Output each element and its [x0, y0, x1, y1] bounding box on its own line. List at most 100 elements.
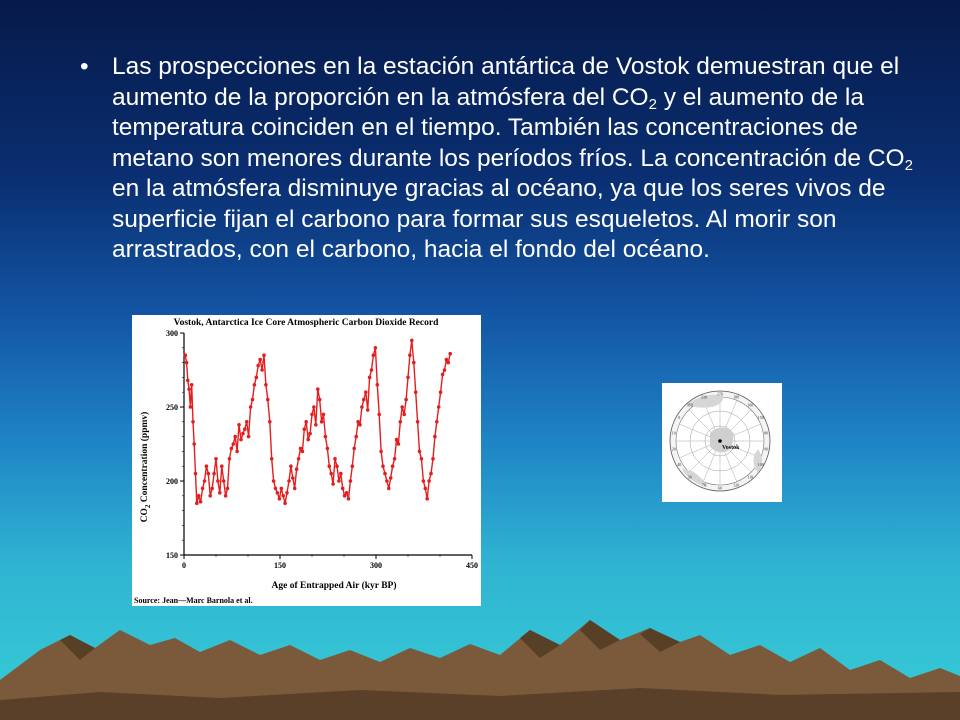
co2-data-point: [294, 467, 299, 471]
co2-data-point: [221, 479, 226, 483]
degree-label: 150: [758, 415, 764, 420]
co2-data-point: [268, 420, 272, 424]
co2-data-point: [252, 383, 257, 387]
co2-series: [183, 338, 453, 505]
co2-data-point: [298, 446, 303, 451]
co2-data-point: [369, 368, 374, 372]
co2-data-point: [239, 437, 243, 442]
co2-data-point: [317, 397, 322, 402]
co2-data-point: [225, 486, 230, 491]
co2-data-point: [275, 491, 280, 495]
degree-label: 100: [758, 462, 764, 467]
co2-data-point: [354, 434, 358, 439]
co2-data-point: [435, 420, 439, 424]
co2-data-point: [325, 446, 330, 451]
x-ticks: 0 150 300 450: [182, 555, 478, 570]
co2-data-point: [333, 457, 337, 461]
y-ticks: 150 200 250 300: [166, 329, 184, 560]
chart-source: Source: Jean—Marc Barnola et al.: [134, 596, 253, 605]
co2-data-point: [323, 434, 328, 439]
co2-data-point: [436, 405, 441, 409]
co2-data-point: [193, 471, 198, 476]
co2-data-point: [429, 471, 433, 476]
co2-data-point: [379, 449, 383, 454]
co2-data-point: [285, 491, 289, 495]
co2-data-point: [377, 412, 381, 417]
continent-shape-3: [753, 449, 762, 473]
antarctica-landmass: [710, 427, 734, 453]
co2-data-point: [200, 486, 205, 491]
co2-data-point: [331, 482, 335, 486]
co2-data-point: [310, 412, 314, 417]
co2-data-point: [360, 405, 364, 409]
co2-data-point: [350, 464, 355, 468]
co2-data-point: [192, 442, 196, 446]
co2-data-point: [335, 464, 339, 468]
co2-data-point: [406, 375, 410, 380]
text-segment-1: Las prospecciones en la estación antárti…: [112, 53, 900, 111]
co2-data-point: [258, 357, 262, 362]
co2-data-point: [212, 471, 216, 476]
degree-label: 110: [747, 475, 753, 480]
co2-data-point: [218, 491, 222, 495]
co2-data-point: [367, 375, 372, 380]
co2-data-point: [241, 431, 245, 436]
co2-data-point: [387, 486, 391, 491]
co2-data-point: [233, 434, 237, 439]
co2-data-point: [431, 457, 435, 461]
co2-data-point: [413, 390, 418, 394]
co2-data-point: [440, 372, 445, 377]
subscript-2b: 2: [904, 156, 913, 174]
co2-data-point: [383, 471, 387, 476]
co2-data-point: [427, 479, 431, 483]
co2-data-point: [392, 457, 397, 461]
co2-data-point: [196, 494, 201, 498]
degree-label: 20: [672, 447, 676, 452]
co2-data-point: [191, 420, 195, 424]
co2-line: [184, 340, 451, 504]
co2-data-point: [292, 486, 297, 491]
degree-label: 0: [678, 415, 680, 420]
mountain-foreground: [0, 688, 960, 720]
co2-data-point: [375, 383, 380, 387]
co2-data-point: [223, 494, 228, 498]
co2-data-point: [277, 497, 282, 501]
vostok-marker: [718, 439, 722, 443]
co2-data-point: [398, 420, 403, 424]
degree-label: 170: [717, 392, 723, 397]
co2-data-point: [183, 353, 188, 357]
co2-data-point: [346, 497, 351, 501]
co2-data-point: [279, 486, 284, 491]
co2-data-point: [254, 375, 259, 380]
degree-labels: 1701801601508090100110120607030402010035…: [672, 392, 769, 491]
chart-svg: Vostok, Antarctica Ice Core Atmospheric …: [134, 318, 478, 605]
degree-label: 90: [764, 447, 768, 452]
co2-data-point: [433, 434, 437, 439]
co2-data-point: [229, 446, 234, 451]
co2-data-point: [244, 420, 249, 424]
y-tick-label: 250: [166, 403, 178, 412]
co2-data-point: [421, 479, 426, 483]
co2-data-point: [365, 408, 370, 412]
degree-label: 350: [687, 403, 693, 408]
co2-data-point: [444, 357, 449, 362]
co2-data-point: [260, 368, 264, 372]
text-segment-2: y el aumento de la temperatura coinciden…: [112, 83, 905, 172]
co2-data-point: [281, 494, 285, 498]
polar-map-svg: Vostok 170180160150809010011012060703040…: [669, 390, 771, 492]
co2-data-point: [400, 405, 405, 409]
co2-data-point: [216, 479, 220, 483]
co2-data-point: [321, 412, 326, 417]
co2-data-point: [302, 427, 307, 431]
co2-data-point: [184, 360, 189, 365]
co2-data-point: [273, 486, 278, 491]
x-tick-label: 450: [466, 561, 478, 570]
co2-data-point: [352, 446, 356, 451]
co2-data-point: [287, 479, 291, 483]
plot-frame: [183, 333, 472, 556]
co2-data-point: [220, 464, 224, 468]
co2-data-point: [342, 494, 347, 498]
x-tick-label: 300: [370, 561, 382, 570]
degree-label: 180: [733, 394, 739, 399]
